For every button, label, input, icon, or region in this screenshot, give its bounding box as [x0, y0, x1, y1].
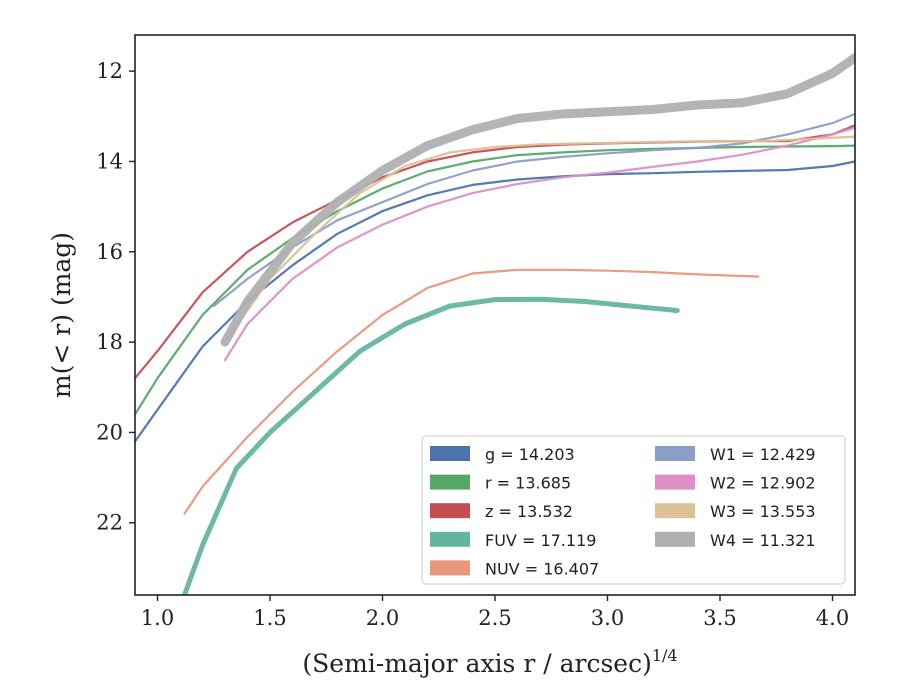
series-line-w4 — [220, 53, 855, 347]
legend-label-z: z = 13.532 — [485, 502, 573, 521]
x-tick-label-4: 3.0 — [591, 606, 624, 630]
series-line-z — [135, 124, 855, 380]
legend-label-w4: W4 = 11.321 — [710, 531, 816, 550]
y-axis-label: m(< r) (mag) — [47, 232, 76, 398]
legend-label-w2: W2 = 12.902 — [710, 474, 816, 493]
series-line-r — [135, 144, 855, 416]
y-axis: 12 14 16 18 20 22 — [96, 59, 135, 535]
legend-swatch-z — [430, 503, 470, 519]
y-tick-label-5: 22 — [96, 511, 123, 535]
legend: g = 14.203 r = 13.685 z = 13.532 FUV = 17.1… — [421, 435, 846, 585]
legend-swatch-nuv — [430, 560, 470, 576]
legend-frame — [421, 435, 846, 585]
y-tick-label-0: 12 — [96, 59, 123, 83]
x-tick-label-6: 4.0 — [816, 606, 849, 630]
series-line-fuv — [182, 296, 680, 595]
y-tick-label-1: 14 — [96, 149, 123, 173]
legend-label-r: r = 13.685 — [485, 474, 571, 493]
legend-label-nuv: NUV = 16.407 — [485, 559, 599, 578]
x-tick-label-1: 1.5 — [253, 606, 286, 630]
x-axis-label-text: (Semi-major axis r / arcsec) — [302, 649, 651, 678]
x-tick-label-2: 2.0 — [366, 606, 399, 630]
series-line-w3 — [223, 135, 855, 344]
x-axis-label-exponent: 1/4 — [652, 646, 678, 665]
legend-swatch-w2 — [655, 474, 695, 490]
legend-swatch-w1 — [655, 446, 695, 461]
x-axis: 1.0 1.5 2.0 2.5 3.0 3.5 4.0 — [141, 595, 849, 630]
y-tick-label-3: 18 — [96, 330, 123, 354]
legend-label-g: g = 14.203 — [485, 445, 575, 464]
legend-label-w3: W3 = 13.553 — [710, 502, 816, 521]
legend-swatch-w3 — [655, 503, 695, 519]
legend-swatch-fuv — [430, 531, 470, 547]
y-tick-label-2: 16 — [96, 240, 123, 264]
legend-label-fuv: FUV = 17.119 — [485, 531, 596, 550]
x-axis-label: (Semi-major axis r / arcsec)1/4 — [302, 646, 677, 678]
legend-swatch-w4 — [655, 531, 695, 547]
x-tick-label-5: 3.5 — [703, 606, 736, 630]
series-line-w2 — [223, 126, 855, 362]
x-tick-label-0: 1.0 — [141, 606, 174, 630]
legend-swatch-r — [430, 474, 470, 490]
legend-swatch-g — [430, 446, 470, 461]
series-line-nuv — [183, 268, 760, 515]
legend-label-w1: W1 = 12.429 — [710, 445, 816, 464]
x-tick-label-3: 2.5 — [478, 606, 511, 630]
series-layer — [135, 53, 855, 595]
y-tick-label-4: 20 — [96, 420, 123, 444]
